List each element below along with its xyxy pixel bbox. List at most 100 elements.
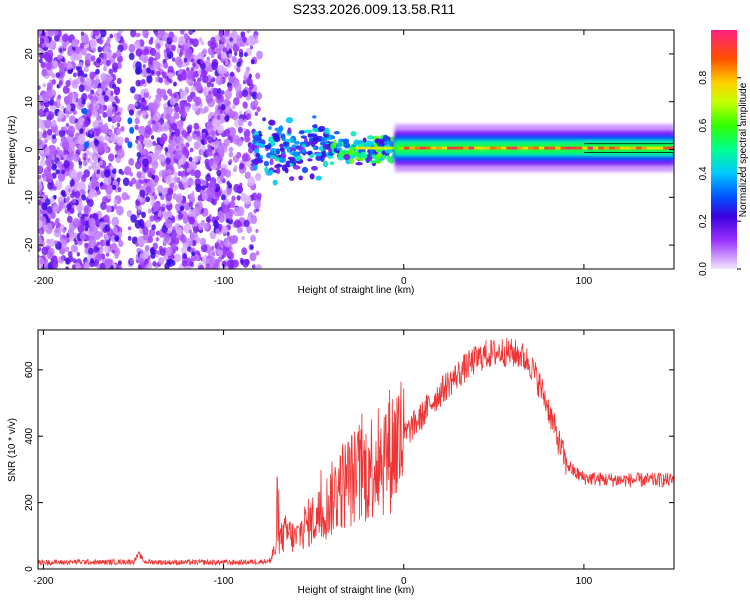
noise-speckle — [146, 75, 153, 84]
band-core — [528, 146, 534, 150]
band-core — [349, 146, 356, 150]
noise-speckle — [177, 36, 186, 46]
noise-speckle — [191, 251, 196, 257]
noise-speckle — [181, 129, 188, 138]
band-blob — [312, 135, 320, 142]
noise-blob — [127, 141, 133, 149]
noise-speckle — [152, 122, 159, 132]
noise-speckle — [38, 135, 41, 140]
noise-speckle — [171, 243, 176, 250]
noise-speckle — [208, 181, 216, 192]
noise-speckle — [199, 107, 205, 115]
noise-speckle — [211, 77, 216, 83]
noise-speckle — [165, 246, 173, 257]
noise-speckle — [237, 118, 244, 127]
noise-speckle — [134, 219, 142, 229]
snr-x-tick-label: 0 — [401, 576, 407, 587]
noise-speckle — [221, 260, 227, 268]
band-core — [619, 146, 626, 150]
band-core — [436, 146, 442, 150]
band-blob — [301, 166, 309, 174]
noise-speckle — [220, 240, 225, 246]
noise-speckle — [159, 88, 167, 98]
noise-speckle — [215, 75, 223, 85]
noise-speckle — [247, 120, 252, 127]
noise-speckle — [88, 247, 94, 255]
noise-speckle — [225, 61, 229, 66]
noise-speckle — [201, 192, 208, 201]
noise-speckle — [51, 255, 58, 264]
noise-speckle — [156, 70, 161, 77]
noise-speckle — [56, 84, 60, 89]
noise-speckle — [49, 42, 56, 51]
noise-speckle — [67, 92, 73, 100]
band-core — [657, 146, 664, 150]
spec-y-tick-label: -20 — [24, 237, 35, 252]
noise-speckle — [173, 81, 177, 87]
noise-speckle — [153, 214, 159, 222]
noise-speckle — [79, 76, 85, 83]
noise-speckle — [248, 90, 252, 96]
noise-speckle — [98, 160, 103, 166]
band-blob — [321, 137, 325, 142]
noise-speckle — [65, 266, 69, 269]
noise-speckle — [58, 80, 63, 86]
noise-speckle — [116, 205, 124, 216]
noise-speckle — [155, 237, 160, 242]
band-blob — [355, 162, 363, 166]
noise-speckle — [73, 186, 78, 192]
band-core — [630, 146, 637, 150]
noise-speckle — [38, 230, 43, 235]
noise-speckle — [225, 211, 233, 221]
noise-speckle — [239, 111, 243, 115]
noise-speckle — [129, 258, 134, 264]
noise-speckle — [60, 126, 64, 131]
band-blob — [312, 127, 320, 133]
noise-speckle — [87, 93, 93, 100]
noise-speckle — [97, 122, 103, 129]
band-core — [355, 146, 361, 150]
noise-speckle — [92, 30, 100, 36]
noise-speckle — [96, 169, 101, 175]
band-core — [387, 146, 393, 150]
noise-speckle — [152, 59, 158, 66]
band-core — [490, 146, 496, 150]
noise-speckle — [232, 259, 239, 268]
noise-speckle — [167, 65, 174, 74]
noise-speckle — [53, 195, 57, 200]
band-blob — [314, 152, 323, 157]
noise-speckle — [78, 164, 82, 169]
noise-speckle — [89, 226, 95, 233]
noise-speckle — [117, 186, 122, 192]
noise-speckle — [103, 175, 112, 186]
noise-speckle — [250, 45, 253, 50]
noise-speckle — [174, 253, 181, 263]
noise-speckle — [76, 252, 81, 257]
noise-speckle — [229, 200, 236, 209]
noise-speckle — [51, 163, 57, 171]
noise-speckle — [246, 30, 251, 34]
band-blob — [282, 141, 290, 146]
noise-speckle — [223, 198, 230, 206]
noise-speckle — [227, 85, 233, 92]
noise-speckle — [206, 195, 212, 202]
noise-speckle — [38, 174, 42, 180]
noise-speckle — [173, 111, 180, 120]
noise-speckle — [202, 49, 207, 55]
noise-speckle — [51, 260, 59, 269]
spec-y-tick-label: 20 — [24, 48, 35, 60]
band-core — [598, 146, 604, 150]
noise-speckle — [134, 124, 139, 130]
band-blob — [295, 145, 300, 149]
noise-speckle — [144, 259, 149, 265]
noise-speckle — [68, 125, 75, 135]
band-blob — [275, 164, 283, 168]
spec-x-tick-label: 100 — [576, 276, 593, 287]
noise-speckle — [107, 116, 112, 123]
band-core — [501, 146, 507, 150]
band-blob — [287, 127, 292, 134]
band-core — [479, 146, 485, 150]
noise-speckle — [186, 126, 191, 132]
noise-speckle — [233, 97, 240, 106]
noise-speckle — [157, 185, 164, 194]
